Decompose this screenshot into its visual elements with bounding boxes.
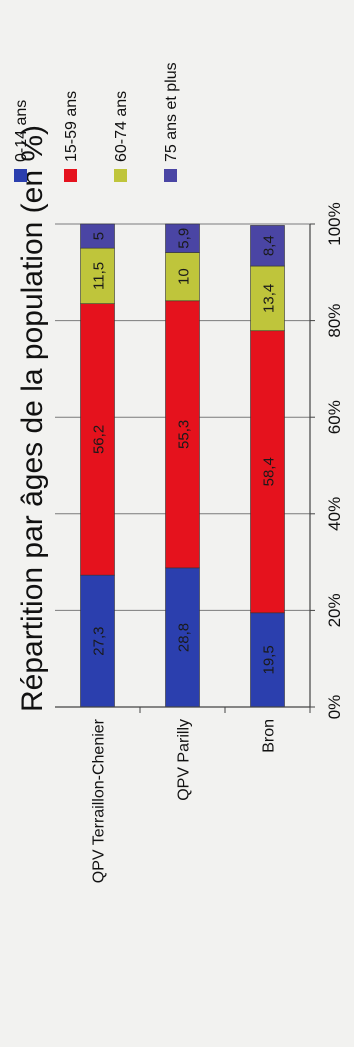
data-label: 28,8 bbox=[176, 623, 193, 652]
legend-label: 0-14 ans bbox=[13, 100, 30, 162]
legend-swatch bbox=[14, 169, 27, 182]
data-label: 5,9 bbox=[176, 228, 193, 249]
data-label: 56,2 bbox=[91, 425, 108, 454]
bar-segment bbox=[165, 223, 200, 253]
bar-segment bbox=[80, 223, 115, 249]
value-tick-label: 60% bbox=[325, 400, 344, 434]
chart-title: Répartition par âges de la population (e… bbox=[16, 125, 49, 712]
value-axis-ticks: 0% 20% 40% 60% 80% 100% bbox=[55, 202, 344, 719]
data-label: 58,4 bbox=[261, 457, 278, 486]
legend-label: 75 ans et plus bbox=[163, 62, 180, 162]
data-label: 27,3 bbox=[91, 626, 108, 655]
legend-swatch bbox=[164, 169, 177, 182]
category-label: QPV Terraillon-Chenier bbox=[91, 718, 108, 883]
legend: 0-14 ans 15-59 ans 60-74 ans 75 ans et plus bbox=[13, 62, 180, 182]
bars: 27,3 56,2 11,5 5 28,8 55,3 10 5,9 19,5 58,4 13,4 8,… bbox=[80, 223, 285, 708]
data-label: 11,5 bbox=[91, 262, 108, 290]
legend-swatch bbox=[64, 169, 77, 182]
data-label: 55,3 bbox=[176, 420, 193, 449]
data-label: 8,4 bbox=[261, 235, 278, 256]
legend-label: 15-59 ans bbox=[63, 91, 80, 162]
data-label: 19,5 bbox=[261, 645, 278, 674]
data-label: 10 bbox=[176, 268, 193, 285]
bar-segment bbox=[250, 225, 285, 267]
category-label: Bron bbox=[261, 719, 278, 753]
category-labels: QPV Terraillon-Chenier QPV Parilly Bron bbox=[91, 707, 311, 883]
legend-swatch bbox=[114, 169, 127, 182]
value-tick-label: 40% bbox=[325, 497, 344, 531]
data-label: 5 bbox=[91, 232, 108, 240]
value-tick-label: 20% bbox=[325, 593, 344, 627]
category-label: QPV Parilly bbox=[176, 719, 193, 801]
value-tick-label: 80% bbox=[325, 304, 344, 338]
legend-label: 60-74 ans bbox=[113, 91, 130, 162]
value-tick-label: 100% bbox=[325, 202, 344, 245]
data-label: 13,4 bbox=[261, 284, 278, 313]
value-tick-label: 0% bbox=[325, 695, 344, 720]
